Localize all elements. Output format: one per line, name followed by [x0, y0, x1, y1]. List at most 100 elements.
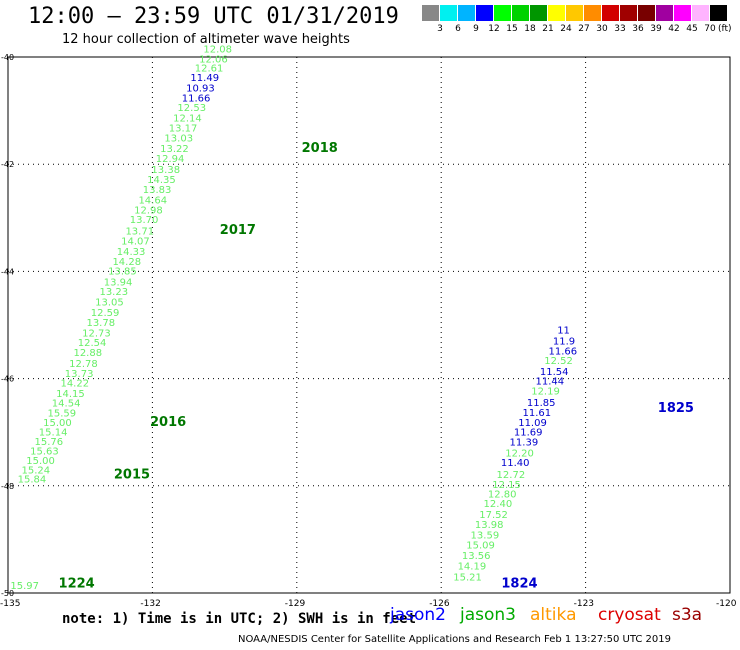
legend-swatch — [656, 5, 673, 21]
wave-height-value: 15.21 — [453, 573, 482, 584]
wave-height-value: 13.94 — [104, 277, 133, 288]
legend-swatch — [674, 5, 691, 21]
legend-swatch — [710, 5, 727, 21]
pass-time-label: 1825 — [658, 401, 694, 416]
credit-footer: NOAA/NESDIS Center for Satellite Applica… — [238, 634, 671, 645]
legend-swatch — [530, 5, 547, 21]
legend-label: 15 — [506, 24, 518, 34]
wave-height-value: 12.54 — [78, 338, 107, 349]
legend-swatch — [458, 5, 475, 21]
wave-height-value: 11.09 — [518, 418, 547, 429]
wave-height-value: 11.66 — [549, 346, 578, 357]
wave-height-value: 15.97 — [10, 581, 39, 592]
latitude-label: -42 — [1, 160, 14, 169]
wave-height-value: 13.85 — [108, 267, 137, 278]
sat-jason3: jason3 — [460, 605, 516, 625]
wave-height-value: 12.15 — [492, 480, 521, 491]
legend-label: 9 — [473, 24, 479, 34]
wave-height-value: 13.17 — [169, 124, 198, 135]
wave-height-value: 11.9 — [553, 336, 575, 347]
wave-height-value: 11.54 — [540, 367, 569, 378]
wave-height-value: 13.03 — [164, 134, 193, 145]
legend-label: 36 — [632, 24, 644, 34]
wave-height-value: 12.14 — [173, 113, 202, 124]
wave-height-value: 13.73 — [65, 369, 94, 380]
wave-height-value: 13.98 — [475, 520, 504, 531]
longitude-label: -120 — [716, 599, 737, 609]
wave-height-value: 15.84 — [18, 475, 47, 486]
sat-altika: altika — [530, 605, 577, 625]
legend-label: 21 — [542, 24, 554, 34]
wave-height-value: 13.38 — [151, 165, 180, 176]
wave-height-value: 11.49 — [190, 73, 219, 84]
wave-height-value: 12.72 — [497, 470, 526, 481]
pass-time-label: 2016 — [150, 415, 186, 430]
wave-height-value: 12.78 — [69, 359, 98, 370]
wave-height-value: 11 — [557, 326, 570, 337]
wave-height-value: 12.08 — [203, 45, 232, 56]
wave-height-value: 12.73 — [82, 328, 111, 339]
legend-label: 18 — [524, 24, 536, 34]
legend-swatch — [512, 5, 529, 21]
legend-label: 45 — [686, 24, 698, 34]
map-title: 12:00 – 23:59 UTC 01/31/2019 — [28, 4, 399, 29]
wave-height-value: 12.61 — [195, 63, 224, 74]
wave-height-value: 12.98 — [134, 206, 163, 217]
wave-height-value: 15.00 — [43, 418, 72, 429]
wave-height-value: 12.20 — [505, 448, 534, 459]
legend-label: 3 — [437, 24, 443, 34]
latitude-label: -40 — [1, 53, 14, 62]
pass-time-label: 2015 — [114, 467, 150, 482]
wave-height-value: 15.59 — [47, 409, 76, 420]
wave-height-value: 17.52 — [479, 510, 508, 521]
latitude-label: -50 — [1, 589, 14, 598]
legend-swatch — [548, 5, 565, 21]
wave-height-value: 13.83 — [143, 185, 172, 196]
wave-height-value: 14.19 — [458, 561, 487, 572]
wave-height-value: 13.05 — [95, 298, 124, 309]
legend-unit: (ft) — [718, 24, 732, 34]
wave-height-value: 13.59 — [471, 530, 500, 541]
wave-height-value: 15.24 — [21, 465, 50, 476]
legend-label: 70 — [704, 24, 716, 34]
wave-height-value: 15.76 — [34, 437, 63, 448]
legend-swatch — [494, 5, 511, 21]
wave-height-value: 13.22 — [160, 144, 189, 155]
legend-label: 27 — [578, 24, 590, 34]
pass-time-label: 1824 — [501, 577, 537, 592]
map-frame — [7, 56, 731, 594]
wave-height-value: 14.35 — [147, 175, 176, 186]
legend-label: 6 — [455, 24, 461, 34]
legend-swatch — [584, 5, 601, 21]
legend-label: 39 — [650, 24, 662, 34]
longitude-label: -135 — [0, 599, 20, 609]
legend-swatch — [476, 5, 493, 21]
legend-swatch — [602, 5, 619, 21]
legend-swatch — [440, 5, 457, 21]
wave-height-value: 14.33 — [117, 247, 146, 258]
wave-height-value: 15.14 — [39, 427, 68, 438]
wave-height-value: 13.23 — [99, 287, 128, 298]
wave-height-value: 11.61 — [523, 408, 552, 419]
wave-height-value: 11.85 — [527, 398, 556, 409]
wave-height-value: 12.88 — [73, 348, 102, 359]
legend-label: 30 — [596, 24, 608, 34]
latitude-label: -44 — [1, 267, 14, 276]
wave-height-value: 15.00 — [26, 456, 55, 467]
pass-time-label: 1224 — [59, 577, 95, 592]
legend-swatch — [692, 5, 709, 21]
legend-label: 42 — [668, 24, 680, 34]
wave-height-value: 12.53 — [177, 103, 206, 114]
latitude-label: -48 — [1, 482, 14, 491]
longitude-label: -123 — [574, 599, 594, 609]
wave-height-value: 14.07 — [121, 237, 150, 248]
wave-height-value: 14.15 — [56, 389, 85, 400]
wave-height-value: 12.94 — [156, 154, 185, 165]
wave-height-value: 13.70 — [130, 215, 159, 226]
legend-swatch — [620, 5, 637, 21]
pass-time-label: 2018 — [302, 141, 338, 156]
wave-height-value: 10.93 — [186, 83, 215, 94]
legend-swatch — [638, 5, 655, 21]
legend-label: 33 — [614, 24, 626, 34]
